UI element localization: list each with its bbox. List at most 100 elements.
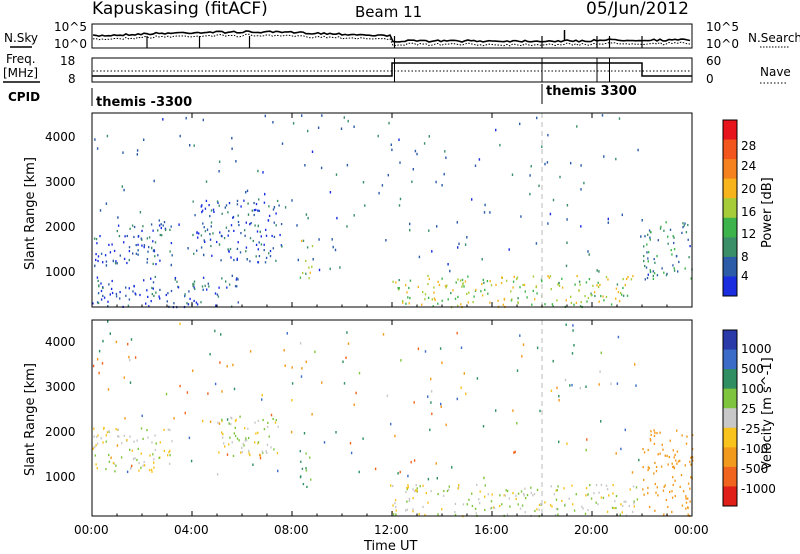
power-cell xyxy=(125,286,127,289)
xaxis-label: Time UT xyxy=(363,539,417,554)
velocity-cell xyxy=(412,488,414,491)
velocity-cell xyxy=(556,489,558,492)
velocity-cell xyxy=(454,511,456,514)
velocity-cell xyxy=(643,451,646,454)
power-cell xyxy=(398,288,400,291)
power-scatter-cell xyxy=(495,128,497,132)
power-cell xyxy=(441,277,443,280)
velocity-cell xyxy=(492,506,495,509)
velocity-scatter-cell xyxy=(456,397,458,401)
power-cell xyxy=(647,233,649,236)
power-cell xyxy=(160,226,162,230)
power-cell xyxy=(197,236,199,239)
velocity-axis-ticks xyxy=(91,320,693,516)
power-cell xyxy=(184,293,186,296)
power-cell xyxy=(236,247,239,250)
velocity-cell xyxy=(655,470,658,473)
velocity-cell xyxy=(447,488,450,491)
power-cell xyxy=(200,246,203,249)
noise-scan-marks xyxy=(146,30,643,48)
power-scatter-cell xyxy=(257,224,259,228)
velocity-cell xyxy=(168,462,171,465)
power-cell xyxy=(647,257,649,260)
power-cell xyxy=(433,291,435,294)
velocity-cell xyxy=(503,494,505,497)
velocity-cell xyxy=(221,418,223,421)
noise-right-tick-high: 10^5 xyxy=(706,20,739,34)
velocity-scatter-cell xyxy=(134,356,137,359)
power-cell xyxy=(158,224,161,227)
velocity-cell xyxy=(117,435,119,438)
velocity-scatter-cell xyxy=(226,418,229,421)
velocity-cell xyxy=(217,421,219,424)
power-cell xyxy=(108,243,110,246)
velocity-cell xyxy=(484,484,486,487)
power-cell xyxy=(202,288,204,291)
velocity-cell xyxy=(584,512,587,515)
velocity-cell xyxy=(676,429,678,432)
velocity-cell xyxy=(96,467,98,470)
power-colorbar-segment xyxy=(723,159,737,180)
power-cell xyxy=(115,292,118,296)
power-scatter-cell xyxy=(566,241,568,244)
power-cell xyxy=(221,212,223,215)
power-cell xyxy=(673,248,676,251)
velocity-cell xyxy=(664,454,666,457)
power-ytick-2000: 2000 xyxy=(45,220,76,234)
power-cell xyxy=(141,229,143,232)
velocity-scatter-cell xyxy=(219,361,221,364)
velocity-scatter-cell xyxy=(436,477,438,480)
power-cell xyxy=(204,284,206,287)
vel-cbar-tick-neg100: -100 xyxy=(741,442,768,456)
power-cell xyxy=(406,291,408,294)
velocity-scatter-cell xyxy=(345,356,347,359)
velocity-cell xyxy=(234,420,237,423)
power-cell xyxy=(663,229,665,232)
velocity-cell xyxy=(606,488,609,491)
power-cell xyxy=(153,250,156,253)
velocity-scatter-cell xyxy=(102,339,104,343)
power-cell xyxy=(194,214,196,217)
power-cell xyxy=(132,252,134,255)
velocity-cell xyxy=(534,509,536,513)
power-cell xyxy=(141,244,143,247)
power-cell xyxy=(217,295,220,298)
power-cell xyxy=(578,289,580,292)
velocity-scatter-cell xyxy=(413,459,416,462)
power-cell xyxy=(580,301,582,304)
velocity-cell xyxy=(621,504,624,507)
power-cell xyxy=(463,285,465,288)
velocity-cell xyxy=(525,497,527,500)
power-cell xyxy=(228,250,230,253)
power-cell xyxy=(459,279,462,282)
power-ylabel: Slant Range [km] xyxy=(23,157,38,270)
velocity-cell xyxy=(102,441,104,444)
power-data-points xyxy=(92,114,693,309)
velocity-cell xyxy=(301,467,304,470)
power-scatter-cell xyxy=(499,143,501,147)
velocity-cell xyxy=(633,502,635,505)
power-cell xyxy=(258,209,260,212)
velocity-cell xyxy=(95,463,97,466)
velocity-scatter-cell xyxy=(610,382,612,386)
power-cell xyxy=(225,280,227,283)
velocity-cell xyxy=(123,434,125,437)
power-cell xyxy=(597,285,600,288)
velocity-cell xyxy=(406,500,408,503)
power-cell xyxy=(673,267,675,270)
noise-right-tick-low: 10^0 xyxy=(706,37,739,51)
velocity-cell xyxy=(550,485,552,488)
vel-cbar-tick-500: 500 xyxy=(741,362,764,376)
velocity-cell xyxy=(632,485,635,488)
velocity-cell xyxy=(272,417,274,421)
velocity-cell xyxy=(94,446,96,449)
power-cell xyxy=(188,290,190,293)
power-scatter-cell xyxy=(343,116,345,119)
power-cell xyxy=(204,240,206,243)
velocity-colorbar-frame xyxy=(722,329,738,507)
velocity-cell xyxy=(635,486,638,489)
power-cell xyxy=(137,249,139,252)
velocity-cell xyxy=(499,504,501,508)
velocity-cell xyxy=(118,435,120,438)
power-cell xyxy=(517,297,519,300)
